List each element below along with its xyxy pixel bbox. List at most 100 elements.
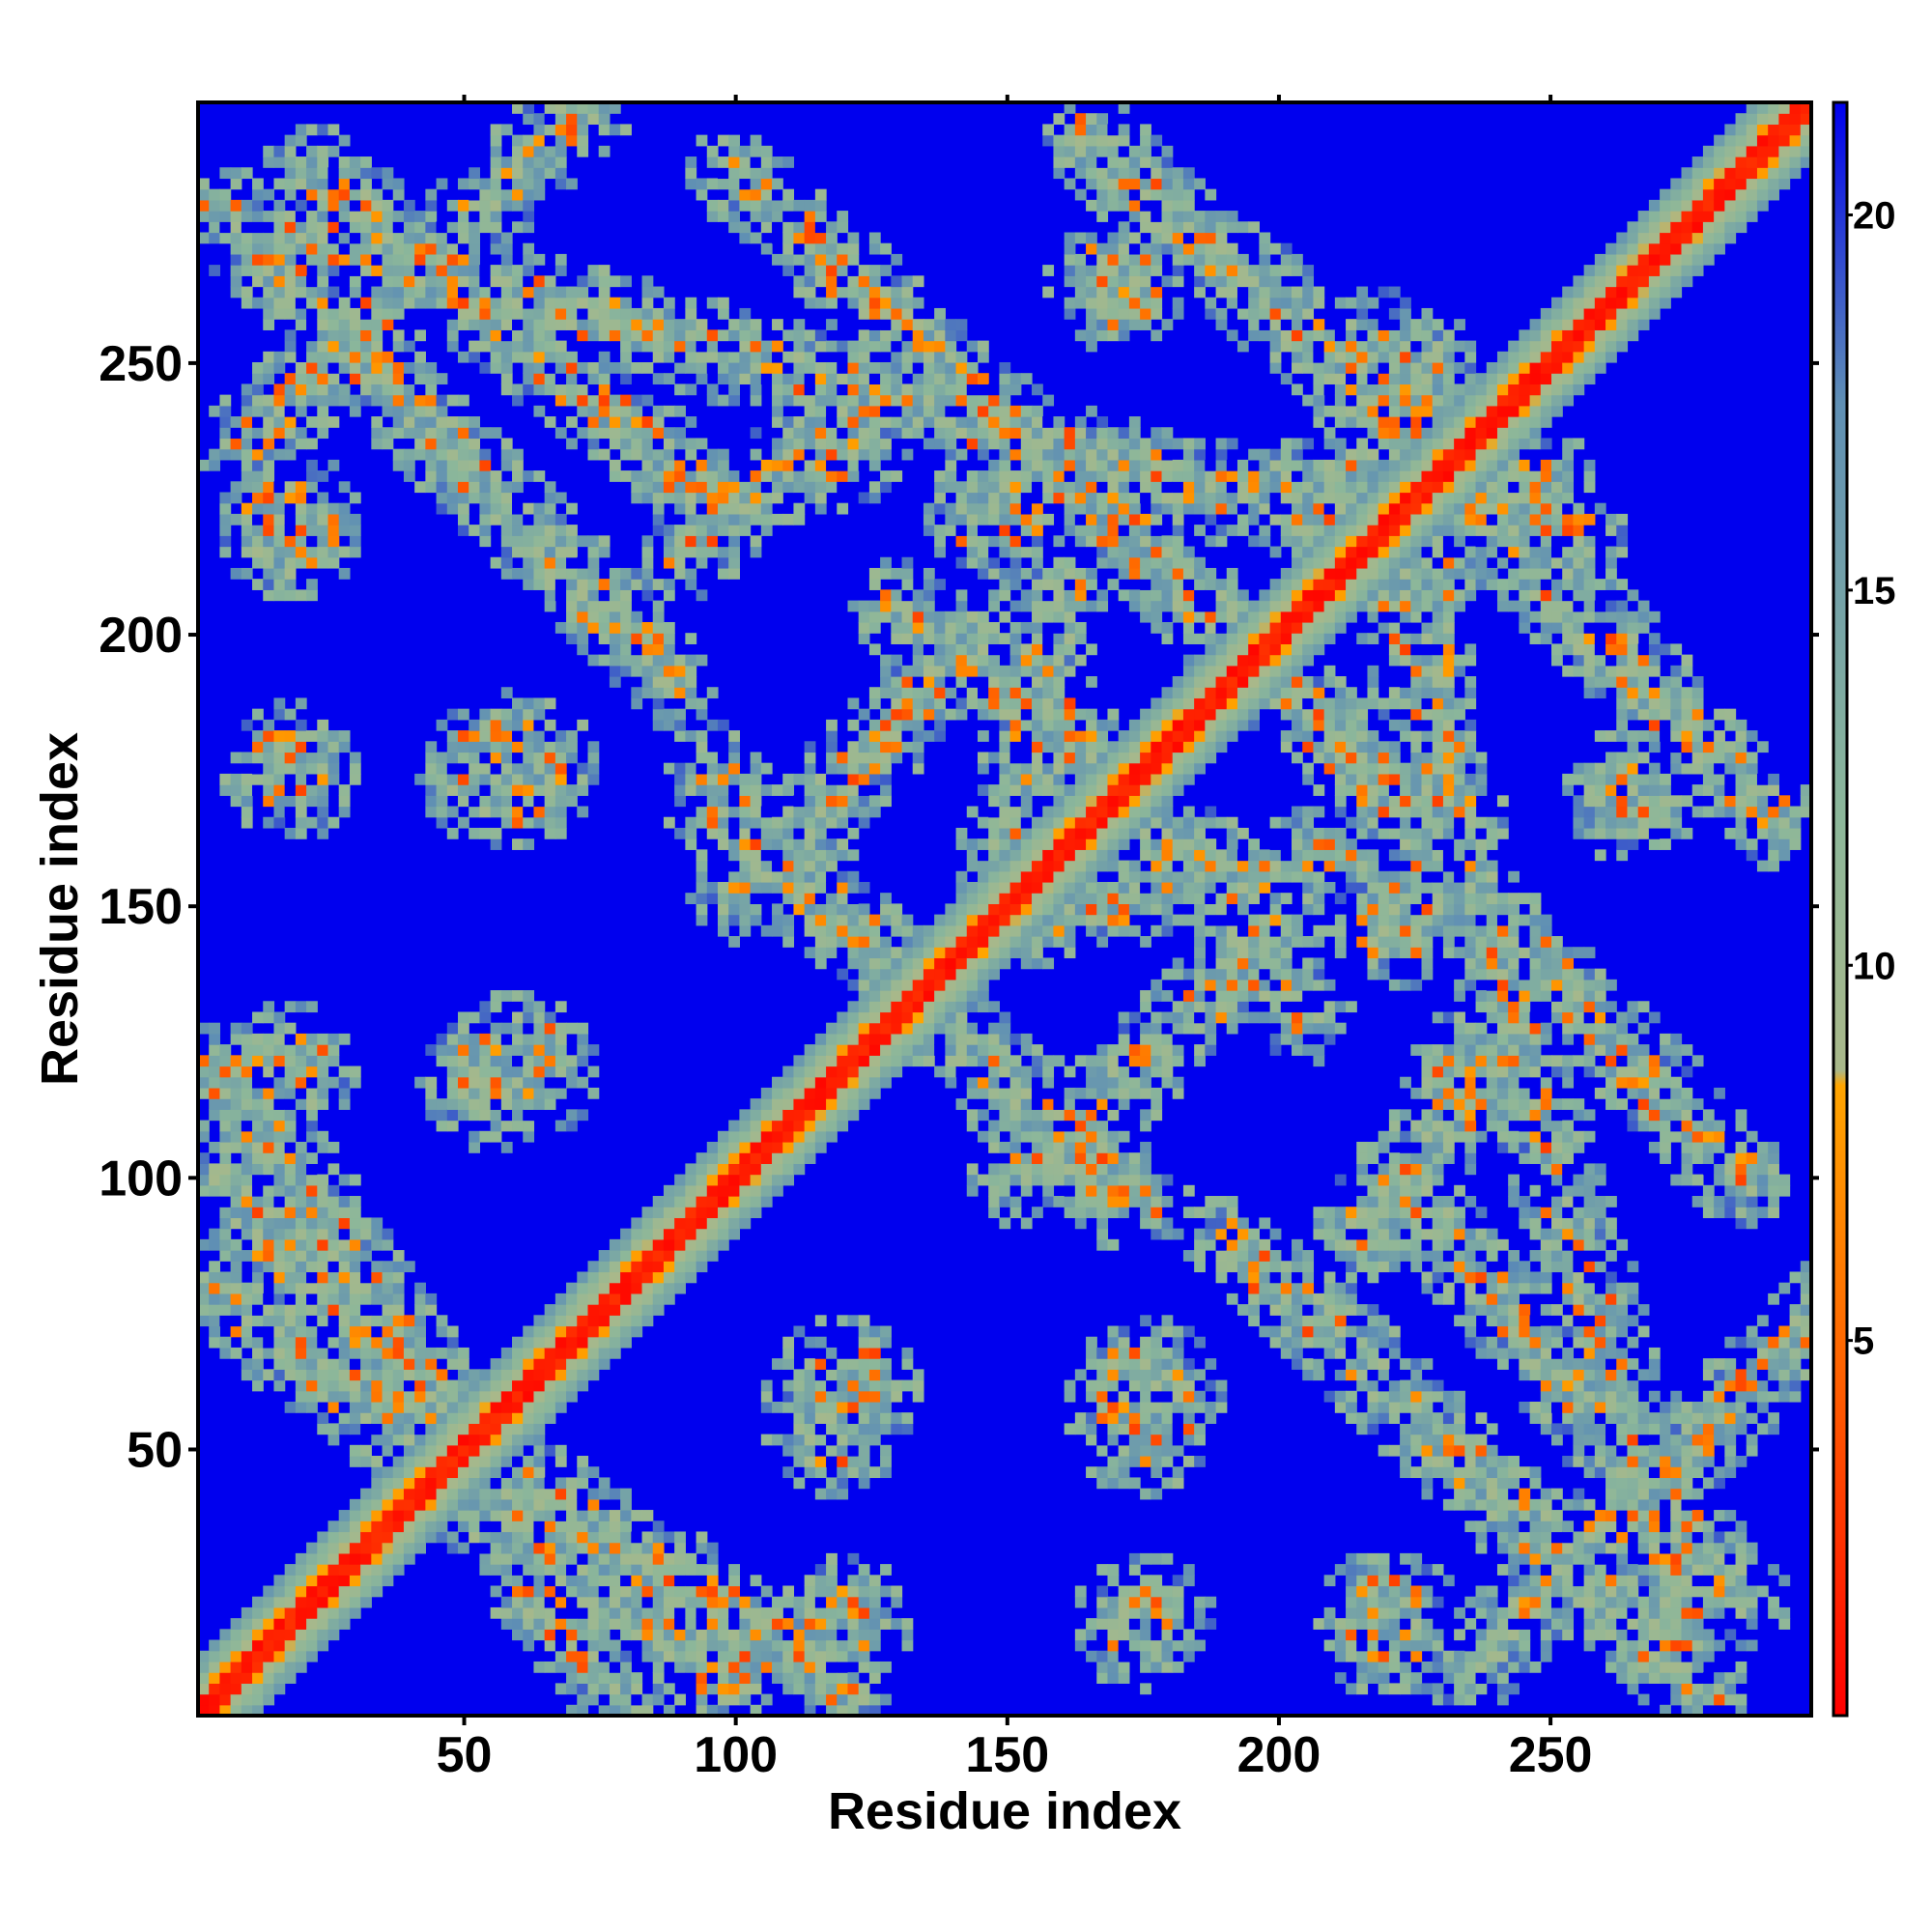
heatmap-cell — [317, 1552, 329, 1565]
heatmap-cell — [955, 903, 968, 916]
heatmap-cell — [436, 1120, 448, 1132]
heatmap-cell — [814, 860, 827, 872]
heatmap-cell — [544, 492, 556, 504]
heatmap-cell — [457, 394, 469, 407]
heatmap-cell — [706, 1629, 719, 1641]
heatmap-cell — [306, 438, 318, 450]
heatmap-cell — [371, 1488, 384, 1500]
heatmap-cell — [295, 1163, 307, 1176]
heatmap-cell — [241, 1174, 253, 1186]
heatmap-cell — [295, 1250, 307, 1262]
heatmap-cell — [306, 752, 318, 764]
heatmap-cell — [371, 1434, 384, 1446]
heatmap-cell — [814, 1585, 827, 1598]
heatmap-cell — [923, 502, 935, 515]
heatmap-cell — [858, 1325, 870, 1338]
heatmap-cell — [512, 708, 524, 721]
heatmap-cell — [577, 1022, 589, 1035]
heatmap-cell — [327, 373, 340, 385]
heatmap-cell — [533, 816, 546, 829]
heatmap-cell — [999, 579, 1011, 590]
heatmap-cell — [760, 351, 773, 363]
heatmap-cell — [858, 1001, 870, 1013]
heatmap-cell — [868, 936, 881, 948]
heatmap-cell — [912, 762, 924, 775]
heatmap-cell — [523, 1477, 535, 1490]
heatmap-cell — [858, 1055, 870, 1067]
heatmap-cell — [750, 351, 762, 363]
heatmap-cell — [706, 394, 719, 407]
heatmap-cell — [966, 936, 979, 948]
heatmap-cell — [739, 795, 752, 808]
heatmap-cell — [360, 1444, 372, 1457]
heatmap-cell — [414, 1423, 426, 1435]
heatmap-cell — [868, 1606, 881, 1619]
heatmap-cell — [814, 1423, 827, 1435]
heatmap-cell — [295, 1639, 307, 1652]
heatmap-cell — [706, 784, 719, 796]
heatmap-cell — [317, 1130, 329, 1143]
heatmap-cell — [988, 1022, 1000, 1035]
heatmap-cell — [403, 1336, 415, 1349]
heatmap-cell — [891, 470, 903, 482]
heatmap-cell — [641, 286, 654, 298]
heatmap-cell — [469, 1109, 481, 1122]
heatmap-cell — [284, 1606, 297, 1619]
heatmap-cell — [425, 384, 438, 396]
heatmap-cell — [263, 1596, 275, 1608]
heatmap-cell — [826, 719, 838, 731]
heatmap-cell — [620, 1304, 632, 1316]
heatmap-cell — [533, 1098, 546, 1110]
heatmap-cell — [772, 1434, 783, 1446]
heatmap-cell — [252, 211, 264, 222]
heatmap-cell — [826, 1065, 838, 1078]
heatmap-cell — [512, 1564, 524, 1576]
heatmap-cell — [966, 373, 979, 385]
heatmap-cell — [696, 1542, 708, 1554]
heatmap-cell — [912, 730, 924, 742]
heatmap-cell — [284, 188, 297, 201]
heatmap-cell — [717, 816, 729, 829]
heatmap-cell — [847, 795, 860, 808]
heatmap-cell — [891, 1001, 903, 1013]
heatmap-cell — [837, 1456, 849, 1467]
heatmap-cell — [793, 351, 806, 363]
heatmap-cell — [360, 211, 372, 222]
heatmap-cell — [360, 1498, 372, 1511]
heatmap-cell — [999, 870, 1011, 883]
heatmap-cell — [306, 1196, 318, 1208]
heatmap-cell — [349, 1510, 361, 1521]
heatmap-cell — [317, 1606, 329, 1619]
heatmap-cell — [641, 1564, 654, 1576]
heatmap-cell — [252, 1250, 264, 1262]
heatmap-cell — [587, 1672, 600, 1684]
heatmap-cell — [327, 1585, 340, 1598]
heatmap-cell — [295, 1065, 307, 1078]
heatmap-cell — [577, 1498, 589, 1511]
heatmap-cell — [533, 719, 546, 731]
heatmap-cell — [533, 1022, 546, 1035]
heatmap-cell — [988, 1184, 1000, 1197]
heatmap-cell — [360, 1423, 372, 1435]
heatmap-cell — [284, 741, 297, 753]
heatmap-cell — [566, 1076, 578, 1089]
heatmap-cell — [512, 102, 524, 114]
heatmap-cell — [923, 633, 935, 644]
heatmap-cell — [349, 242, 361, 255]
heatmap-cell — [814, 1076, 827, 1089]
heatmap-cell — [349, 1207, 361, 1219]
heatmap-cell — [772, 1672, 783, 1684]
heatmap-cell — [772, 416, 783, 428]
heatmap-cell — [349, 1325, 361, 1338]
heatmap-cell — [252, 708, 264, 721]
heatmap-cell — [263, 459, 275, 471]
heatmap-cell — [252, 394, 264, 407]
heatmap-cell — [923, 924, 935, 937]
heatmap-cell — [793, 384, 806, 396]
heatmap-cell — [403, 1488, 415, 1500]
heatmap-cell — [620, 1606, 632, 1619]
heatmap-cell — [901, 340, 914, 353]
heatmap-cell — [457, 752, 469, 764]
heatmap-cell — [739, 1152, 752, 1164]
heatmap-cell — [999, 535, 1011, 548]
